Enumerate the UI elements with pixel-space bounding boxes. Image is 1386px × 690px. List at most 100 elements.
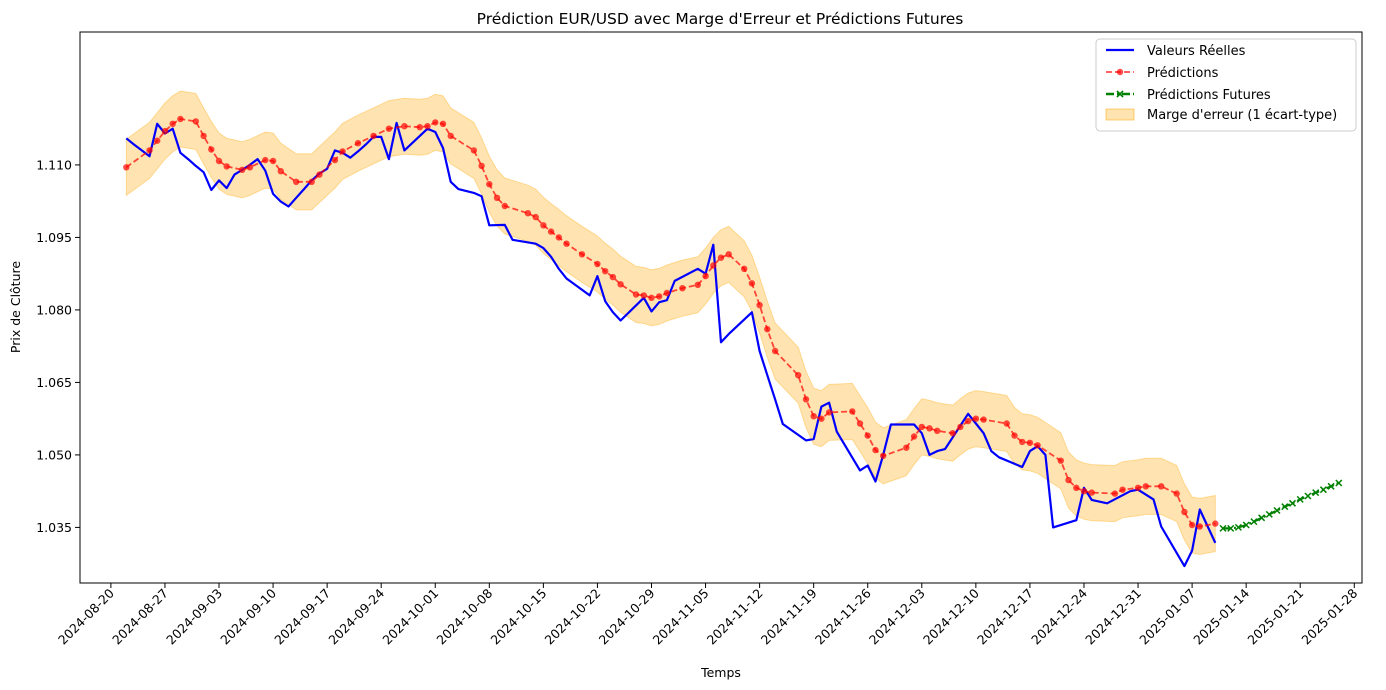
prediction-point [308, 178, 315, 185]
prediction-point [972, 415, 980, 422]
legend-label-predictions: Prédictions [1147, 66, 1219, 81]
future-point [1296, 495, 1304, 503]
prediction-point [818, 415, 825, 422]
prediction-point [663, 289, 671, 297]
prediction-point [215, 157, 223, 165]
prediction-point [432, 119, 439, 126]
prediction-point [269, 157, 277, 165]
prediction-point [555, 234, 562, 241]
prediction-point [200, 132, 207, 140]
prediction-point [1080, 488, 1088, 495]
prediction-point [277, 168, 284, 175]
prediction-point [208, 146, 215, 153]
prediction-point [1196, 523, 1204, 530]
y-tick-label: 1.080 [36, 302, 72, 317]
prediction-point [154, 137, 161, 144]
future-point [1234, 523, 1242, 531]
prediction-point [293, 178, 300, 185]
prediction-point [910, 433, 918, 440]
series-line-actual [125, 121, 1217, 568]
prediction-point [1073, 484, 1080, 491]
future-point [1327, 482, 1335, 490]
future-point [1319, 486, 1327, 494]
future-point [1265, 510, 1273, 518]
prediction-point [246, 164, 254, 171]
prediction-point [741, 265, 748, 272]
legend-marker-predictions [1116, 68, 1124, 76]
prediction-point [447, 132, 454, 140]
prediction-point [578, 251, 586, 258]
future-point [1250, 518, 1258, 526]
prediction-point [648, 294, 655, 301]
prediction-point [717, 254, 725, 261]
prediction-point [424, 123, 431, 130]
prediction-point [239, 166, 246, 173]
prediction-point [679, 285, 686, 292]
prediction-point [547, 228, 555, 235]
prediction-point [602, 268, 609, 275]
prediction-point [810, 413, 817, 420]
legend-label-future: Prédictions Futures [1147, 88, 1271, 103]
prediction-point [331, 156, 339, 164]
prediction-point [524, 210, 532, 217]
prediction-point [486, 181, 493, 188]
prediction-point [1134, 484, 1142, 491]
prediction-point [1011, 432, 1018, 439]
prediction-point [1065, 476, 1072, 484]
prediction-point [864, 432, 871, 439]
prediction-point [1003, 420, 1010, 427]
prediction-point [918, 423, 925, 431]
future-point [1242, 521, 1250, 529]
prediction-point [339, 148, 346, 155]
prediction-point [262, 156, 269, 164]
prediction-point [694, 281, 701, 288]
legend-label-actual: Valeurs Réelles [1147, 44, 1246, 59]
prediction-point [1212, 520, 1219, 527]
prediction-point [354, 140, 362, 147]
prediction-point [1158, 483, 1165, 490]
legend: Valeurs Réelles Prédictions Prédictions … [1095, 38, 1357, 132]
prediction-point [609, 273, 617, 281]
prediction-point [1019, 438, 1026, 446]
prediction-point [880, 452, 887, 460]
prediction-point [223, 163, 230, 170]
legend-label-band: Marge d'erreur (1 écart-type) [1147, 108, 1337, 123]
prediction-point [771, 347, 779, 355]
series-line-future [1223, 481, 1340, 530]
prediction-point [416, 124, 423, 131]
prediction-point [563, 240, 570, 247]
prediction-point [540, 222, 547, 229]
prediction-point [926, 425, 933, 432]
prediction-point [640, 292, 647, 299]
prediction-point [161, 127, 169, 135]
future-point [1312, 489, 1320, 497]
prediction-point [964, 417, 972, 425]
prediction-point [849, 408, 856, 415]
prediction-point [856, 420, 864, 427]
prediction-point [903, 444, 910, 451]
prediction-point [825, 409, 833, 416]
prediction-point [1026, 439, 1034, 446]
prediction-point [532, 213, 539, 221]
plot-frame [79, 31, 1363, 584]
y-tick-label: 1.050 [36, 447, 72, 462]
prediction-point [934, 427, 941, 434]
prediction-point [1057, 457, 1065, 464]
prediction-point [1188, 521, 1196, 529]
prediction-point [802, 396, 810, 403]
prediction-point [1088, 489, 1095, 496]
prediction-point [1119, 486, 1126, 493]
prediction-point [617, 281, 624, 288]
prediction-point [957, 423, 964, 431]
prediction-point [169, 120, 176, 128]
future-point [1219, 524, 1227, 532]
prediction-point [177, 115, 184, 123]
prediction-point [192, 118, 199, 125]
prediction-point [756, 301, 763, 309]
plot-content [123, 90, 1343, 568]
prediction-point [1111, 490, 1119, 497]
y-tick-label: 1.065 [36, 375, 72, 390]
prediction-point [872, 446, 879, 454]
prediction-point [1181, 508, 1188, 516]
y-tick-label: 1.035 [36, 520, 72, 535]
